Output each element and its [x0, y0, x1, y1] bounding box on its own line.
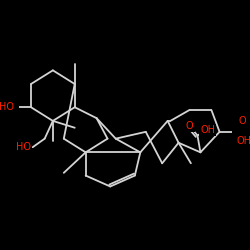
Text: O: O	[239, 116, 246, 126]
Text: HO: HO	[0, 102, 14, 112]
Text: HO: HO	[16, 142, 31, 152]
Text: OH: OH	[237, 136, 250, 146]
Text: O: O	[186, 121, 194, 131]
Text: OH: OH	[200, 124, 215, 134]
